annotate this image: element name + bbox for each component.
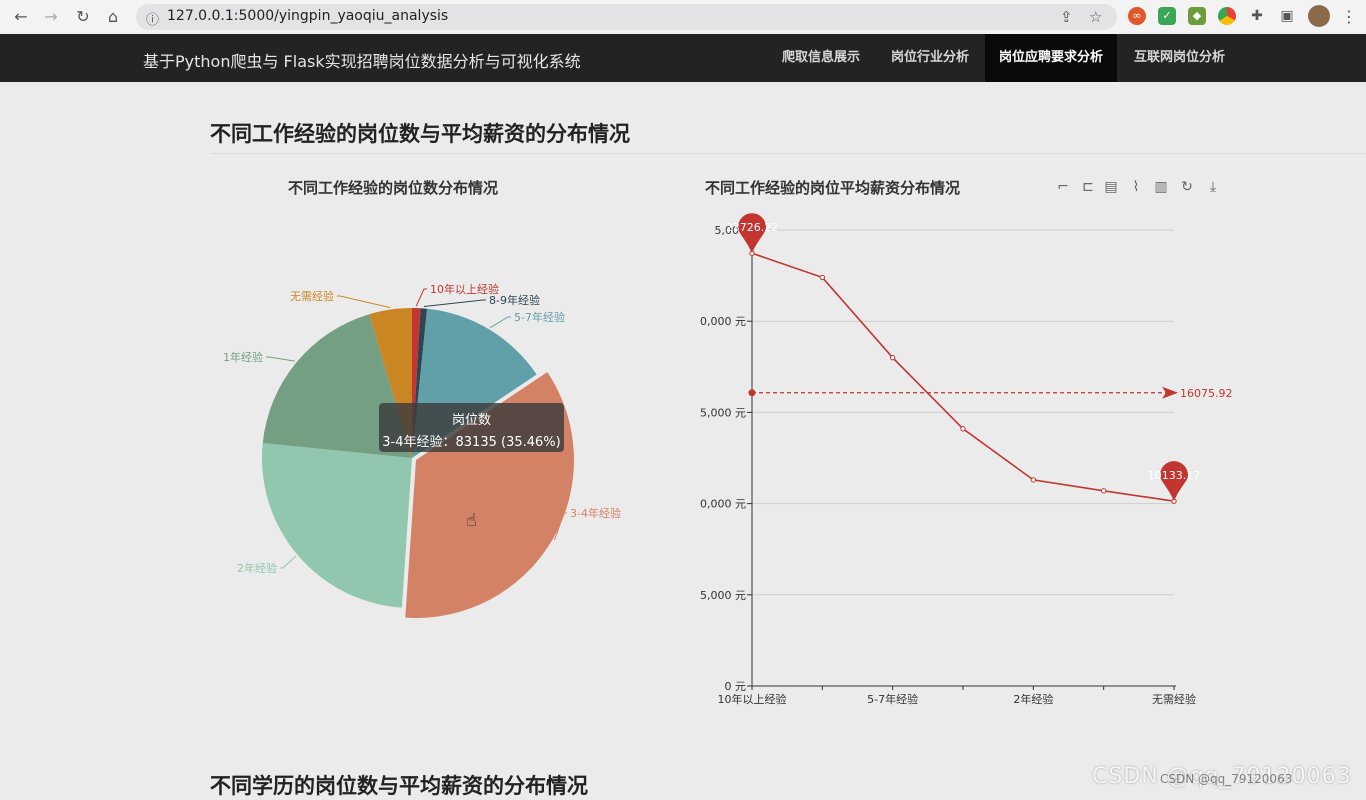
pie-leader-line — [423, 299, 486, 307]
reload-button[interactable]: ↻ — [76, 7, 90, 26]
forward-button[interactable]: → — [44, 7, 58, 26]
home-button[interactable]: ⌂ — [107, 7, 119, 26]
pie-slice — [261, 443, 412, 608]
extension-infinity-icon[interactable]: ∞ — [1128, 7, 1146, 25]
nav-item-internet-jobs[interactable]: 互联网岗位分析 — [1134, 50, 1226, 65]
extension-chrome-icon[interactable] — [1218, 7, 1236, 25]
pie-label: 5-7年经验 — [514, 310, 565, 324]
back-button[interactable]: ← — [14, 7, 28, 26]
pie-label: 1年经验 — [223, 350, 263, 364]
mark-point-pin — [1160, 461, 1188, 502]
restore-zoom-icon[interactable]: ⊏ — [1082, 179, 1094, 195]
extensions-puzzle-icon[interactable]: ✚ — [1251, 8, 1263, 24]
nav-item-requirements-analysis[interactable]: 岗位应聘要求分析 — [985, 34, 1118, 82]
y-tick-label: 5,000 元 — [700, 589, 746, 602]
pie-leader-line — [489, 316, 511, 329]
crop-icon[interactable]: ⌐ — [1057, 179, 1069, 195]
pie-label: 无需经验 — [290, 289, 334, 303]
pie-leader-line — [280, 555, 297, 569]
site-brand[interactable]: 基于Python爬虫与 Flask实现招聘岗位数据分析与可视化系统 — [143, 52, 581, 71]
watermark-secondary: CSDN @qq_79120063 — [1160, 772, 1293, 786]
tooltip-series-name: 岗位数 — [451, 413, 491, 428]
line-type-icon[interactable]: ⌇ — [1132, 179, 1140, 195]
pie-chart-title: 不同工作经验的岗位数分布情况 — [288, 179, 499, 197]
pie-leader-line — [337, 295, 391, 309]
data-point — [889, 354, 896, 361]
mark-point-pin — [738, 213, 766, 254]
mark-point-label: 23726.22 — [726, 221, 779, 234]
site-navbar: 基于Python爬虫与 Flask实现招聘岗位数据分析与可视化系统 爬取信息展示… — [0, 34, 1366, 82]
mark-line-label: 16075.92 — [1180, 387, 1233, 400]
pie-slice — [262, 314, 412, 458]
x-tick-label: 2年经验 — [1013, 692, 1053, 706]
bookmark-star-icon[interactable]: ☆ — [1089, 8, 1103, 26]
line-chart-title: 不同工作经验的岗位平均薪资分布情况 — [705, 179, 961, 197]
line-chart[interactable]: 0 元5,000 元0,000 元5,000 元0,000 元5,00010年以… — [700, 213, 1233, 706]
y-tick-label: 0,000 元 — [700, 315, 746, 328]
x-tick-label: 5-7年经验 — [867, 692, 918, 706]
extension-android-icon[interactable]: ◆ — [1188, 7, 1206, 25]
pie-label: 8-9年经验 — [489, 293, 540, 307]
mark-line-arrow — [1162, 386, 1178, 399]
url-text[interactable]: 127.0.0.1:5000/yingpin_yaoqiu_analysis — [167, 8, 449, 24]
mark-line-start — [748, 389, 756, 397]
nav-item-industry-analysis[interactable]: 岗位行业分析 — [891, 50, 970, 65]
share-icon[interactable]: ⇪ — [1060, 8, 1073, 26]
profile-avatar[interactable] — [1308, 5, 1330, 27]
data-point — [1100, 488, 1107, 494]
data-view-icon[interactable]: ▤ — [1104, 179, 1118, 195]
download-icon[interactable]: ⤓ — [1209, 179, 1217, 195]
pie-leader-line — [415, 288, 427, 307]
data-point — [1030, 477, 1037, 483]
pie-leader-line — [266, 356, 295, 362]
browser-menu-icon[interactable]: ⋮ — [1341, 7, 1357, 26]
pie-label: 2年经验 — [237, 561, 277, 575]
pie-label: 10年以上经验 — [430, 282, 499, 296]
mouse-cursor-icon: ☝ — [466, 510, 477, 531]
refresh-icon[interactable]: ↻ — [1181, 179, 1193, 195]
section-divider — [210, 153, 1366, 154]
data-point — [819, 274, 826, 281]
data-point — [960, 426, 966, 432]
section-title-education: 不同学历的岗位数与平均薪资的分布情况 — [210, 774, 588, 798]
site-info-icon[interactable]: ⓘ — [146, 13, 160, 28]
watermark: CSDN @qq_79120063 — [1092, 764, 1352, 789]
mark-point-label: 10133.17 — [1148, 469, 1201, 482]
pie-tooltip: 岗位数 3-4年经验：83135 (35.46%) — [379, 403, 564, 452]
series-line — [751, 252, 1175, 502]
section-title-experience: 不同工作经验的岗位数与平均薪资的分布情况 — [210, 122, 630, 146]
address-bar[interactable]: ⓘ 127.0.0.1:5000/yingpin_yaoqiu_analysis… — [136, 4, 1117, 30]
bar-type-icon[interactable]: ▥ — [1154, 179, 1168, 195]
y-tick-label: 0 元 — [725, 680, 747, 693]
y-tick-label: 0,000 元 — [700, 498, 746, 511]
pie-leader-line — [554, 512, 567, 541]
nav-item-crawl-info[interactable]: 爬取信息展示 — [782, 50, 861, 65]
x-tick-label: 10年以上经验 — [718, 692, 787, 706]
tooltip-value: 3-4年经验：83135 (35.46%) — [382, 435, 561, 450]
y-tick-label: 5,000 元 — [700, 406, 746, 419]
browser-toolbar: ← → ↻ ⌂ ⓘ 127.0.0.1:5000/yingpin_yaoqiu_… — [0, 0, 1366, 35]
side-panel-icon[interactable]: ▣ — [1280, 8, 1294, 24]
pie-label: 3-4年经验 — [570, 506, 621, 520]
extension-shield-icon[interactable]: ✓ — [1158, 7, 1176, 25]
x-tick-label: 无需经验 — [1152, 692, 1196, 706]
